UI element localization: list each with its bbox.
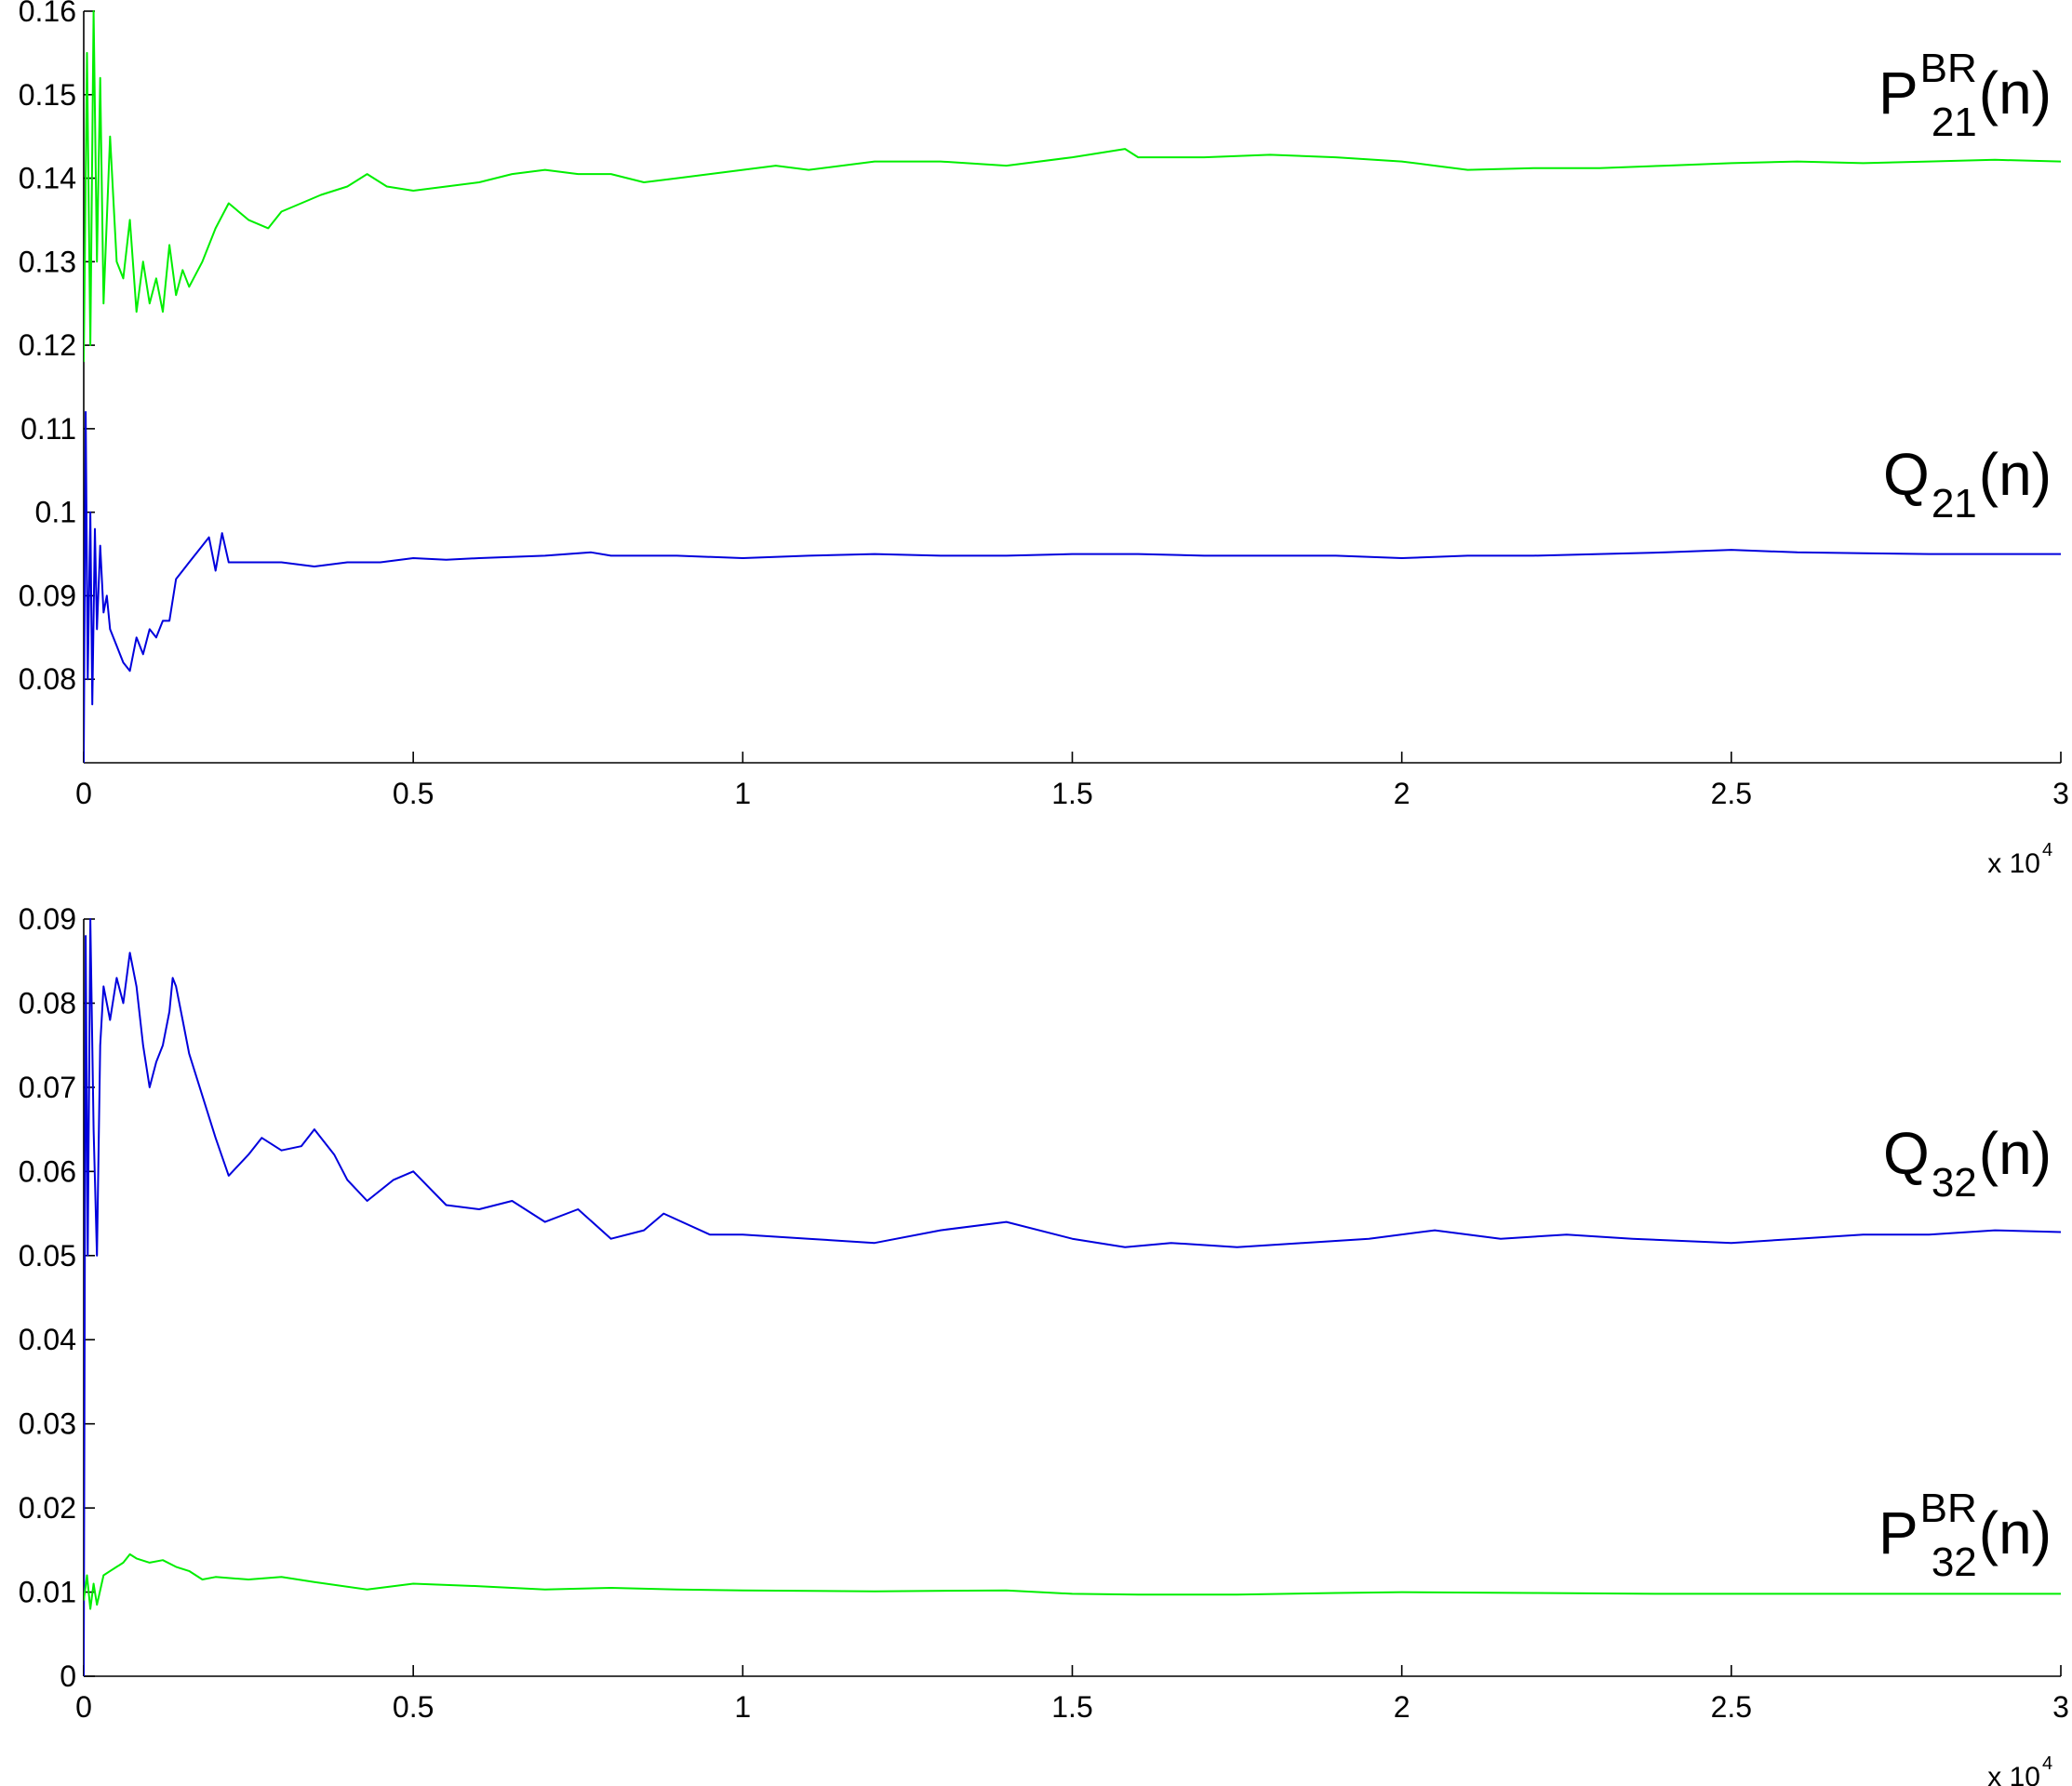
series-label-subscript: 21 bbox=[1932, 100, 1977, 145]
y-tick-label: 0 bbox=[60, 1659, 76, 1693]
y-tick-label: 0.04 bbox=[19, 1323, 76, 1356]
series-label-main: Q bbox=[1883, 441, 1930, 508]
series-label-subscript: 32 bbox=[1932, 1160, 1977, 1206]
x-tick-label: 2 bbox=[1394, 777, 1410, 810]
x-tick-label: 2 bbox=[1394, 1690, 1410, 1724]
y-tick-label: 0.07 bbox=[19, 1071, 76, 1104]
y-tick-label: 0.01 bbox=[19, 1576, 76, 1609]
y-tick-label: 0.03 bbox=[19, 1407, 76, 1441]
x-tick-label: 2.5 bbox=[1711, 1690, 1752, 1724]
series-label-2: (n)32 BRP bbox=[1878, 1486, 2052, 1585]
x-multiplier-exponent: 4 bbox=[2042, 1753, 2052, 1774]
y-tick-label: 0.11 bbox=[20, 412, 76, 446]
series-label-suffix: (n) bbox=[1979, 60, 2052, 127]
series-label-main: Q bbox=[1883, 1120, 1930, 1187]
series-line-1 bbox=[84, 10, 2061, 363]
x-tick-label: 1 bbox=[734, 777, 751, 810]
y-tick-label: 0.06 bbox=[19, 1154, 76, 1188]
y-tick-label: 0.14 bbox=[19, 162, 76, 195]
series-label-subscript: 21 bbox=[1932, 481, 1977, 526]
x-tick-label: 2.5 bbox=[1711, 777, 1752, 810]
x-tick-label: 3 bbox=[2052, 777, 2069, 810]
y-tick-label: 0.12 bbox=[19, 328, 76, 362]
series-label-2: (n)21Q bbox=[1883, 441, 2052, 526]
x-tick-label: 0.5 bbox=[393, 777, 434, 810]
series-label-main: P bbox=[1878, 1499, 1918, 1566]
x-tick-label: 0 bbox=[75, 1690, 92, 1724]
series-label-1: (n)32Q bbox=[1883, 1120, 2052, 1206]
series-label-main: P bbox=[1878, 60, 1918, 127]
y-tick-label: 0.08 bbox=[19, 662, 76, 696]
series-label-suffix: (n) bbox=[1979, 441, 2052, 508]
x-tick-label: 0 bbox=[75, 777, 92, 810]
series-label-suffix: (n) bbox=[1979, 1499, 2052, 1566]
x-tick-label: 1.5 bbox=[1051, 1690, 1092, 1724]
y-tick-label: 0.13 bbox=[19, 245, 76, 278]
x-multiplier-exponent: 4 bbox=[2042, 840, 2052, 860]
chart-panel-1: 0.08 0.09 0.1 0.11 0.12 0.13 0.14 0.15 0.16 0 0.5 1… bbox=[19, 0, 2069, 879]
series-label-subscript: 32 bbox=[1932, 1539, 1977, 1585]
y-tick-label: 0.02 bbox=[19, 1491, 76, 1525]
series-line-2 bbox=[84, 1553, 2061, 1610]
chart-panel-2: 0 0.01 0.02 0.03 0.04 0.05 0.06 0.07 0.08 0.09 0 0.… bbox=[19, 902, 2069, 1786]
series-label-superscript: BR bbox=[1920, 1486, 1977, 1531]
series-label-1: (n)21 BRP bbox=[1878, 46, 2052, 145]
y-tick-label: 0.09 bbox=[19, 579, 76, 612]
x-multiplier-label: x 10 bbox=[1987, 848, 2040, 879]
series-label-superscript: BR bbox=[1920, 46, 1977, 91]
x-tick-label: 1.5 bbox=[1051, 777, 1092, 810]
y-tick-label: 0.15 bbox=[19, 78, 76, 112]
x-tick-label: 3 bbox=[2052, 1690, 2069, 1724]
series-label-suffix: (n) bbox=[1979, 1120, 2052, 1187]
x-multiplier-label: x 10 bbox=[1987, 1762, 2040, 1786]
y-tick-label: 0.16 bbox=[19, 0, 76, 28]
x-tick-label: 1 bbox=[734, 1690, 751, 1724]
series-line-1 bbox=[84, 918, 2061, 1676]
y-tick-label: 0.08 bbox=[19, 986, 76, 1020]
y-tick-label: 0.09 bbox=[19, 902, 76, 936]
y-tick-label: 0.1 bbox=[35, 496, 76, 529]
series-line-2 bbox=[84, 410, 2061, 763]
x-tick-label: 0.5 bbox=[393, 1690, 434, 1724]
y-tick-label: 0.05 bbox=[19, 1239, 76, 1273]
